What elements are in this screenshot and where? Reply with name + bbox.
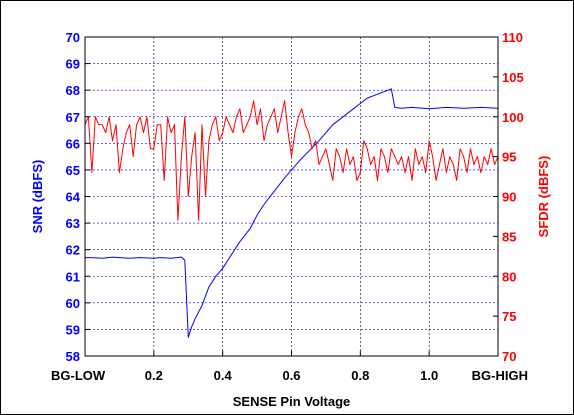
y-axis-label-right: SFDR (dBFS) xyxy=(536,156,551,238)
tick-label-x: 0.2 xyxy=(145,368,163,383)
tick-label-left: 65 xyxy=(66,163,80,178)
y-axis-label-left: SNR (dBFS) xyxy=(30,160,45,234)
tick-label-right: 70 xyxy=(502,349,516,364)
tick-label-right: 105 xyxy=(502,70,524,85)
tick-label-left: 68 xyxy=(66,83,80,98)
tick-label-x: BG-HIGH xyxy=(472,368,528,383)
series-line-sfdr xyxy=(84,100,499,221)
x-axis-label: SENSE Pin Voltage xyxy=(233,394,351,409)
tick-label-left: 66 xyxy=(66,136,80,151)
tick-label-left: 67 xyxy=(66,110,80,125)
tick-label-x: 1.0 xyxy=(420,368,438,383)
tick-label-right: 85 xyxy=(502,229,516,244)
grid-layer xyxy=(85,37,498,356)
tick-label-left: 59 xyxy=(66,322,80,337)
tick-label-left: 61 xyxy=(66,269,80,284)
tick-label-left: 64 xyxy=(66,190,81,205)
tick-label-left: 69 xyxy=(66,57,80,72)
tick-label-x: 0.8 xyxy=(351,368,369,383)
series-layer xyxy=(84,88,499,338)
tick-label-left: 58 xyxy=(66,349,80,364)
series-line-snr xyxy=(85,88,499,338)
tick-label-right: 90 xyxy=(502,190,516,205)
tick-label-x: BG-LOW xyxy=(51,368,106,383)
tick-label-x: 0.6 xyxy=(282,368,300,383)
tick-label-left: 63 xyxy=(66,216,80,231)
tick-label-right: 110 xyxy=(502,30,523,45)
tick-label-right: 100 xyxy=(502,110,524,125)
tick-label-left: 60 xyxy=(66,296,80,311)
tick-label-right: 80 xyxy=(502,269,516,284)
tick-layer: 58 59 60 61 62 63 64 65 66 67 68 69 70 70 75 80 85 90 95 10… xyxy=(51,30,528,383)
tick-label-left: 70 xyxy=(66,30,80,45)
tick-label-right: 95 xyxy=(502,150,516,165)
tick-label-left: 62 xyxy=(66,243,80,258)
tick-label-x: 0.4 xyxy=(214,368,233,383)
tick-label-right: 75 xyxy=(502,309,516,324)
